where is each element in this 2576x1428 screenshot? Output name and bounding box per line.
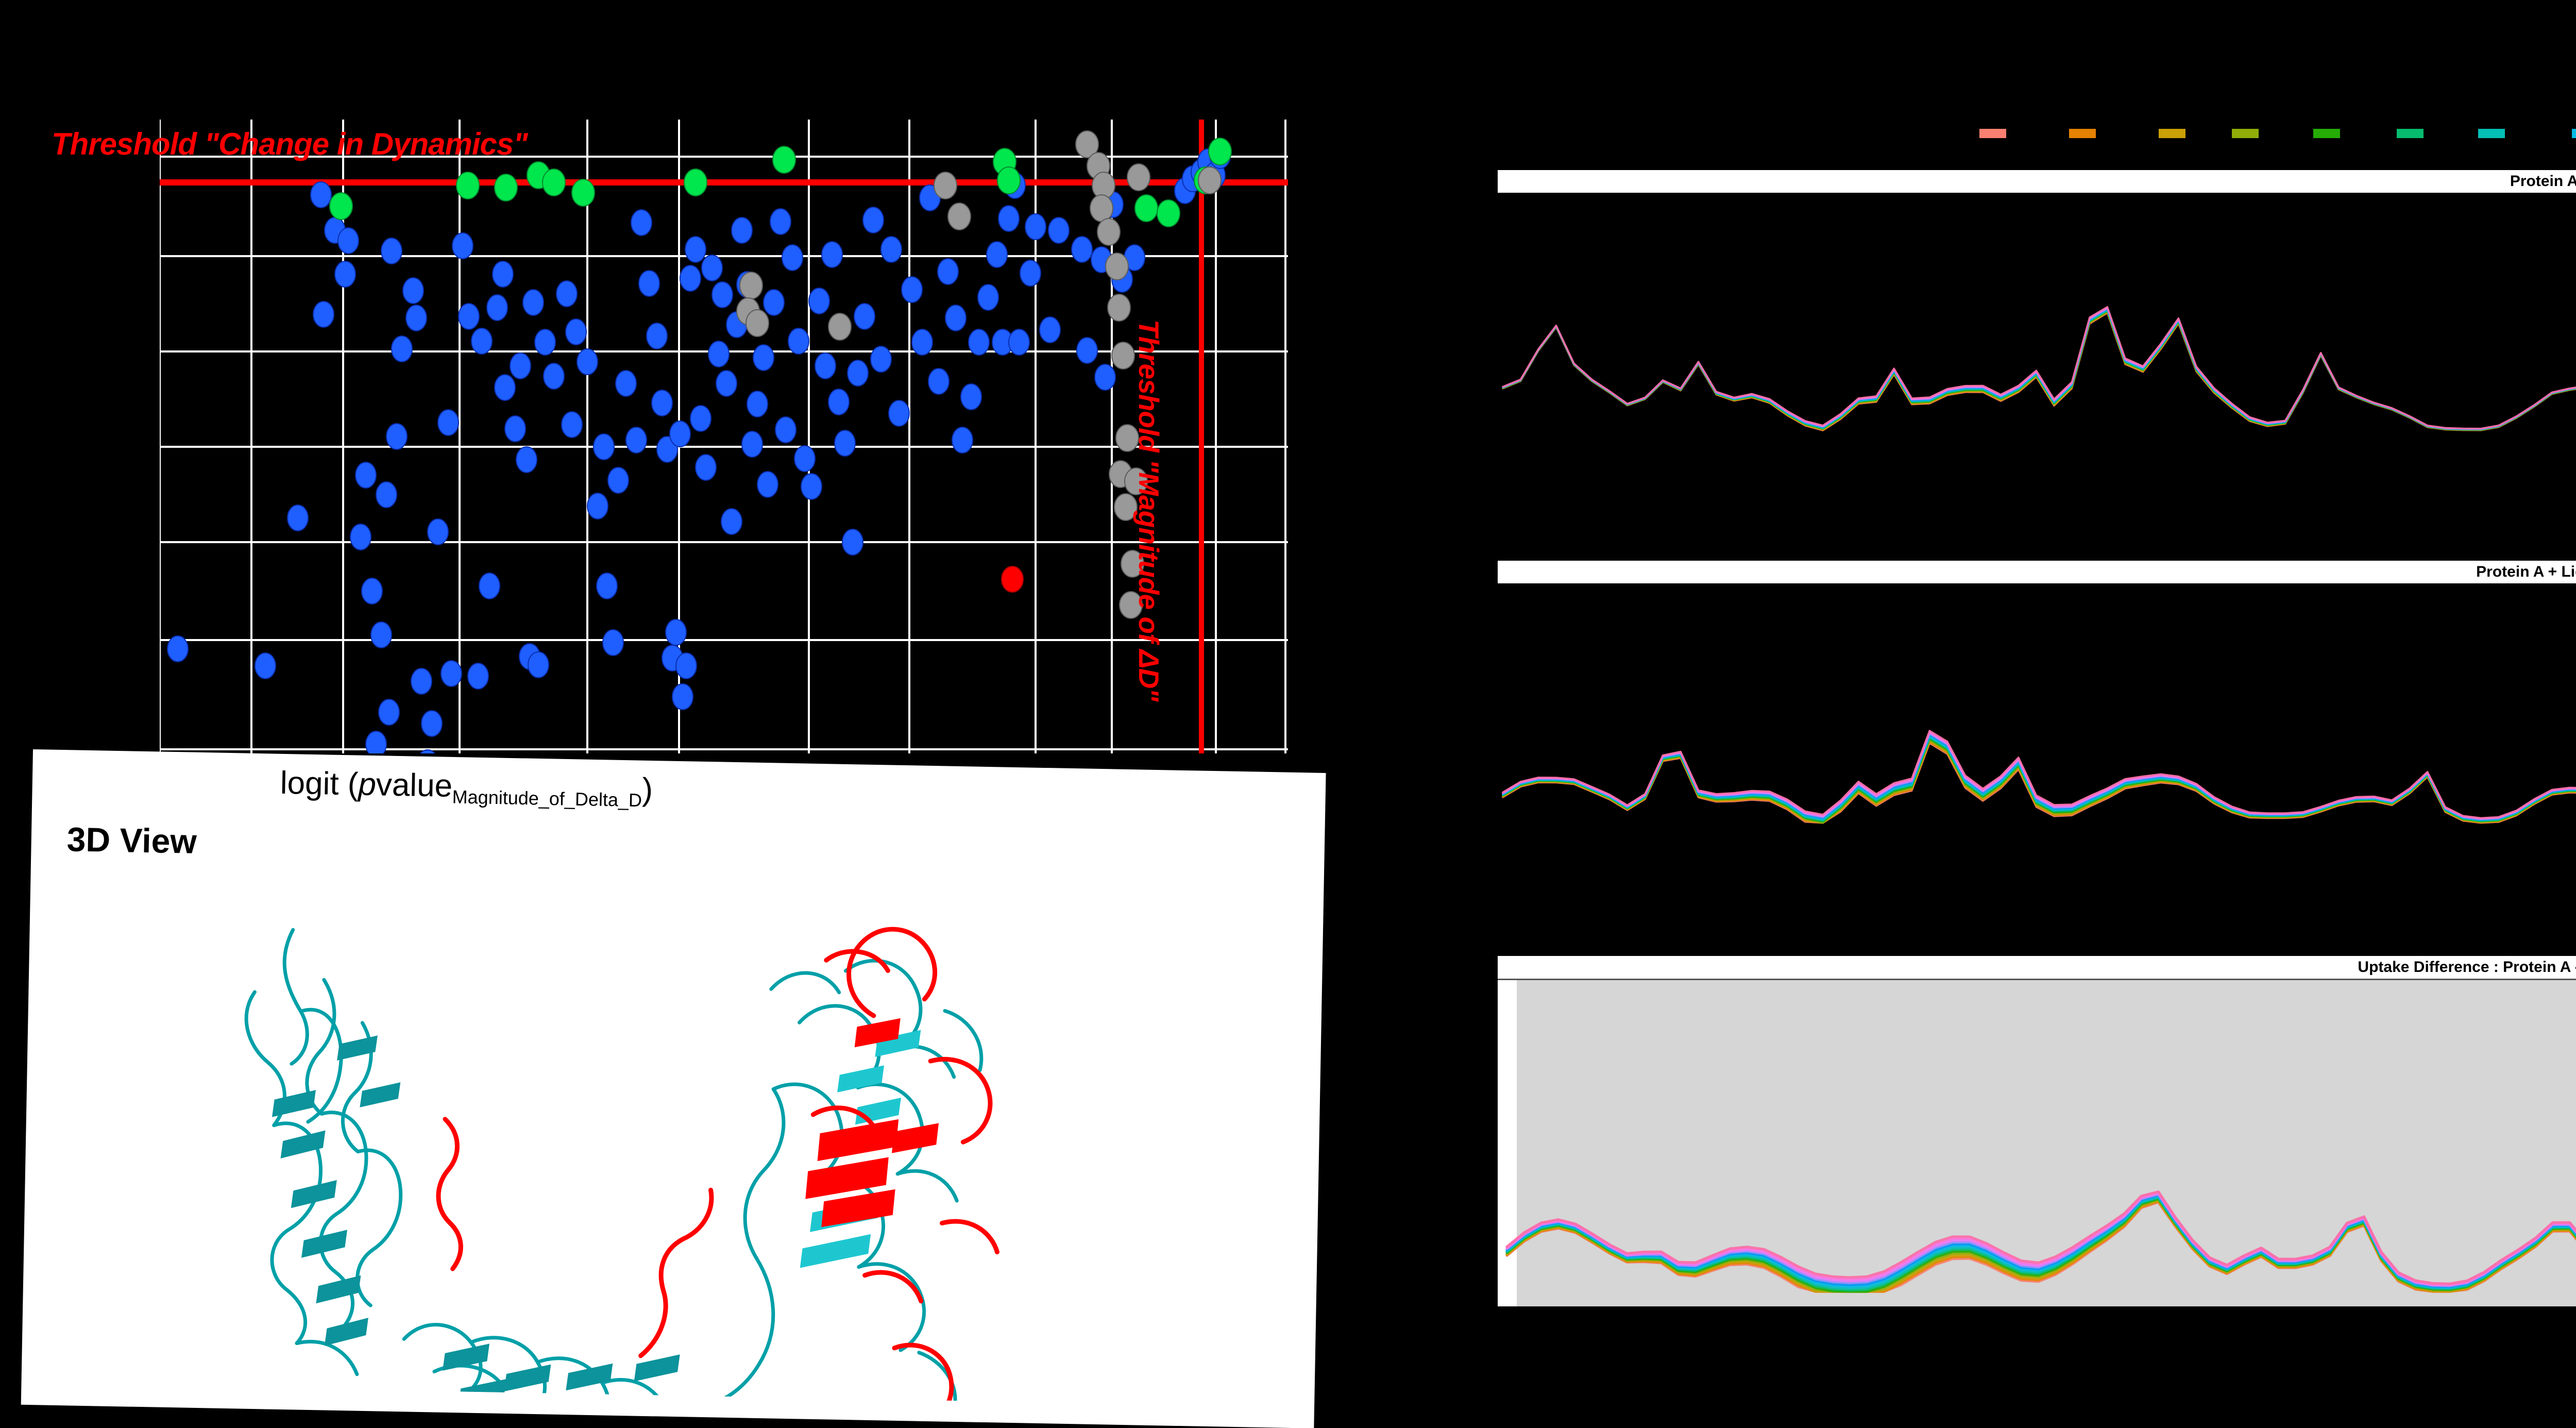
xaxis-suffix: )	[641, 771, 653, 808]
panel-protein-a-ligand-titlebar: Protein A + Ligand	[1498, 561, 2576, 583]
dynamics-threshold-label: Threshold "Change in Dynamics"	[52, 127, 528, 161]
legend-swatch-8[interactable]	[2572, 129, 2576, 138]
panel-protein-a-ligand-body	[1498, 583, 2576, 829]
three-d-view-card[interactable]: logit (pvalueMagnitude_of_Delta_D) 3D Vi…	[21, 750, 1326, 1428]
legend-swatch-3[interactable]	[2159, 129, 2185, 138]
legend-swatch-4[interactable]	[2232, 129, 2259, 138]
legend-swatch-5[interactable]	[2313, 129, 2340, 138]
panel-uptake-difference-title: Uptake Difference : Protein A - (Protein…	[2358, 959, 2576, 976]
xaxis-subscript: Magnitude_of_Delta_D	[452, 786, 642, 811]
panel-protein-a-ligand-title: Protein A + Ligand	[2476, 563, 2576, 580]
three-d-view-title: 3D View	[66, 820, 197, 861]
legend-swatch-1[interactable]	[1979, 129, 2006, 138]
volcano-plot-panel: Threshold "Change in Dynamics" Threshold…	[0, 0, 1391, 835]
panel-uptake-difference-titlebar: Uptake Difference : Protein A - (Protein…	[1498, 956, 2576, 980]
panel-protein-a: Protein A	[1498, 170, 2576, 438]
xaxis-main: value	[376, 767, 453, 804]
panel-protein-a-title: Protein A	[2510, 173, 2576, 190]
diff-segment-bg-1	[1516, 980, 2576, 1306]
protein-ribbon-diagram[interactable]	[114, 880, 1231, 1406]
volcano-plot-area	[160, 120, 1288, 753]
legend-swatch-2[interactable]	[2069, 129, 2096, 138]
magnitude-threshold-label: Threshold "Magnitude of ΔD"	[1133, 320, 1165, 701]
legend-swatch-7[interactable]	[2478, 129, 2505, 138]
panel-uptake-difference: Uptake Difference : Protein A - (Protein…	[1498, 956, 2576, 1306]
legend-swatch-6[interactable]	[2397, 129, 2424, 138]
xaxis-prefix: logit (	[280, 765, 359, 802]
uptake-legend	[1484, 129, 2576, 149]
volcano-datapoints	[167, 130, 1232, 753]
panel-protein-a-titlebar: Protein A	[1498, 170, 2576, 193]
panel-protein-a-ligand: Protein A + Ligand	[1498, 561, 2576, 829]
uptake-charts-column: Protein A Protein A + Ligand Uptake Diff…	[1484, 0, 2576, 1400]
panel-uptake-difference-body	[1498, 980, 2576, 1306]
panel-protein-a-body	[1498, 193, 2576, 438]
xaxis-italic-p: p	[358, 766, 377, 803]
outlier-point	[1001, 566, 1024, 593]
volcano-xaxis-label: logit (pvalueMagnitude_of_Delta_D)	[280, 765, 653, 812]
